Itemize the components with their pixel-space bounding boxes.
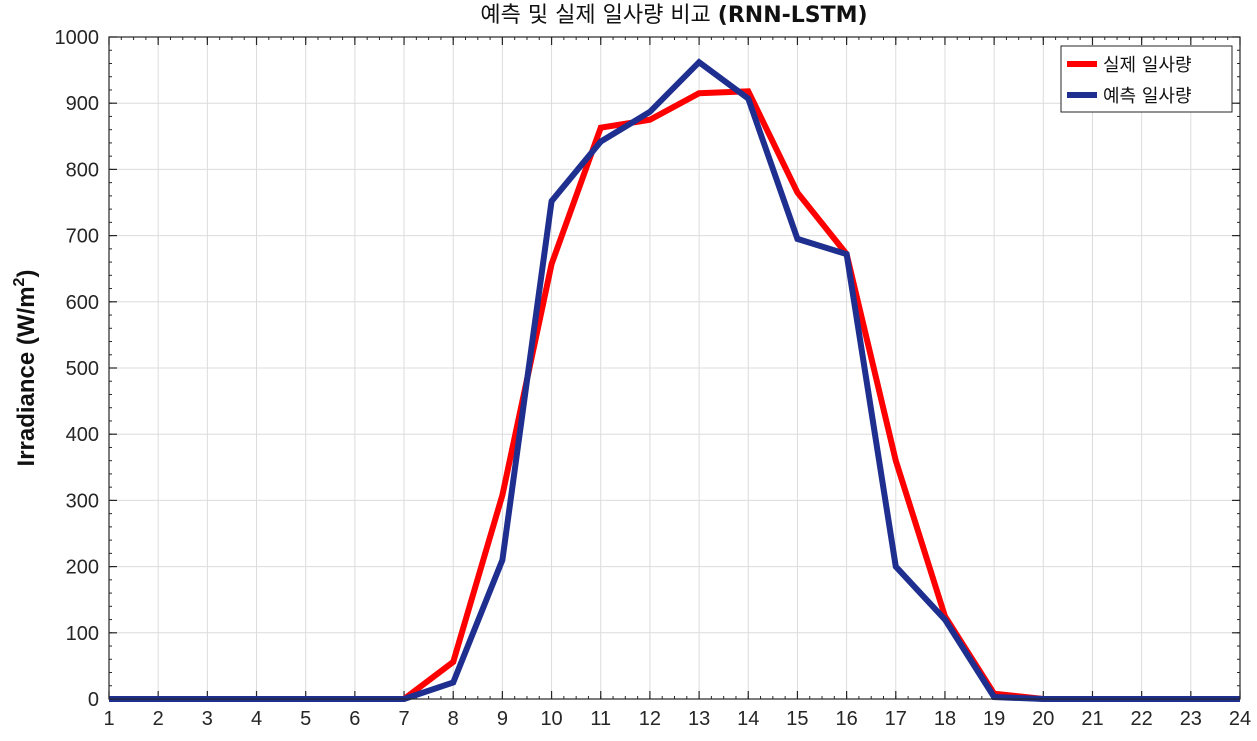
x-tick-label-17: 18 [934, 708, 956, 730]
chart-title-main: 예측 및 실제 일사량 비교 [480, 3, 717, 28]
x-tick-label-0: 1 [103, 708, 114, 730]
y-axis-label-main: Irradiance (W/m [13, 286, 40, 466]
x-tick-label-6: 7 [398, 708, 409, 730]
x-tick-label-9: 10 [540, 708, 562, 730]
y-tick-labels: 0 100 200 300 400 500 600 700 800 900 1000 [55, 27, 100, 711]
x-tick-label-2: 3 [202, 708, 213, 730]
y-axis-label: Irradiance (W/m2) [11, 270, 40, 467]
chart-title: 예측 및 실제 일사량 비교 (RNN-LSTM) [480, 3, 867, 28]
plot-frame [108, 36, 1241, 700]
y-tick-label-2: 200 [66, 557, 99, 579]
y-tick-label-9: 900 [66, 93, 99, 115]
x-tick-label-1: 2 [153, 708, 164, 730]
y-tick-label-4: 400 [66, 424, 99, 446]
x-tick-label-4: 5 [300, 708, 311, 730]
x-tick-label-8: 9 [497, 708, 508, 730]
x-tick-label-3: 4 [251, 708, 262, 730]
y-tick-label-8: 800 [66, 159, 99, 181]
y-tick-label-6: 600 [66, 292, 99, 314]
legend-label-actual: 실제 일사량 [1103, 55, 1192, 76]
x-tick-label-16: 17 [885, 708, 907, 730]
legend-box [1060, 45, 1233, 113]
x-tick-label-11: 12 [639, 708, 661, 730]
x-tick-label-14: 15 [786, 708, 808, 730]
x-tick-label-7: 8 [448, 708, 459, 730]
x-tick-label-18: 19 [983, 708, 1005, 730]
y-tick-label-3: 300 [66, 490, 99, 512]
x-tick-label-13: 14 [737, 708, 759, 730]
x-tick-labels: 1 2 3 4 5 6 7 8 9 10 11 12 13 14 15 16 17 18 19 20 21 22 23 24 [103, 708, 1251, 730]
x-tick-label-19: 20 [1032, 708, 1054, 730]
y-tick-label-7: 700 [66, 226, 99, 248]
x-tick-label-10: 11 [590, 708, 611, 730]
x-tick-label-5: 6 [349, 708, 360, 730]
x-tick-label-20: 21 [1081, 708, 1103, 730]
x-tick-label-12: 13 [688, 708, 710, 730]
y-axis-label-close: ) [13, 270, 40, 278]
legend: 실제 일사량 예측 일사량 [1060, 45, 1233, 113]
x-tick-label-23: 24 [1229, 708, 1251, 730]
legend-label-predicted: 예측 일사량 [1103, 86, 1192, 107]
x-tick-label-22: 23 [1180, 708, 1202, 730]
x-tick-label-15: 16 [835, 708, 857, 730]
chart-title-model: (RNN-LSTM) [718, 3, 868, 28]
y-tick-label-5: 500 [66, 358, 99, 380]
y-tick-label-10: 1000 [55, 27, 100, 49]
y-tick-label-0: 0 [88, 689, 99, 711]
y-tick-label-1: 100 [66, 623, 99, 645]
y-axis-label-superscript: 2 [11, 277, 28, 286]
x-tick-label-21: 22 [1131, 708, 1153, 730]
